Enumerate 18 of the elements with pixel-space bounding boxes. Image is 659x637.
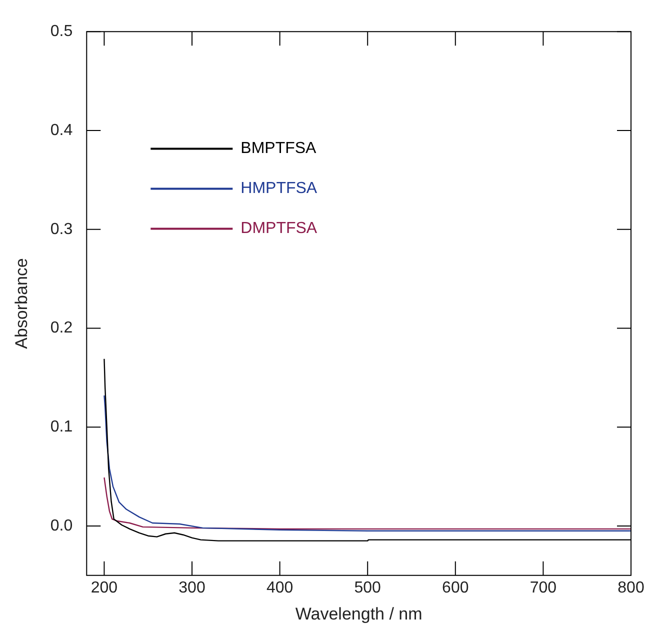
y-tick-label: 0.5 xyxy=(50,23,73,40)
x-tick-label: 700 xyxy=(530,579,557,596)
y-tick-label: 0.3 xyxy=(50,220,73,238)
text: BMPTFSA xyxy=(240,140,317,158)
x-tick-label: 800 xyxy=(618,579,644,596)
y-axis-title: Absorbance xyxy=(12,258,31,349)
x-tick-label: 500 xyxy=(354,579,382,596)
y-tick-label: 0.4 xyxy=(50,122,73,139)
text: DMPTFSA xyxy=(240,220,318,238)
x-tick-label: 300 xyxy=(178,579,206,596)
x-axis-title: Wavelength / nm xyxy=(295,604,422,624)
y-tick-label: 0.2 xyxy=(50,320,73,337)
text: HMPTFSA xyxy=(240,180,318,198)
x-tick-label: 400 xyxy=(266,579,294,596)
x-tick-label: 600 xyxy=(442,579,469,596)
y-tick-label: 0.0 xyxy=(50,517,73,534)
x-tick-label: 200 xyxy=(90,579,118,596)
y-tick-label: 0.1 xyxy=(50,418,73,436)
